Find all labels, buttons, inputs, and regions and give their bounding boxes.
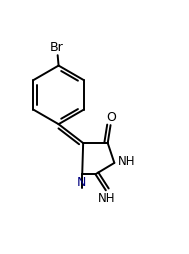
- Text: NH: NH: [118, 155, 135, 168]
- Text: N: N: [77, 176, 86, 189]
- Text: NH: NH: [98, 192, 115, 205]
- Text: Br: Br: [50, 41, 64, 54]
- Text: O: O: [107, 110, 116, 124]
